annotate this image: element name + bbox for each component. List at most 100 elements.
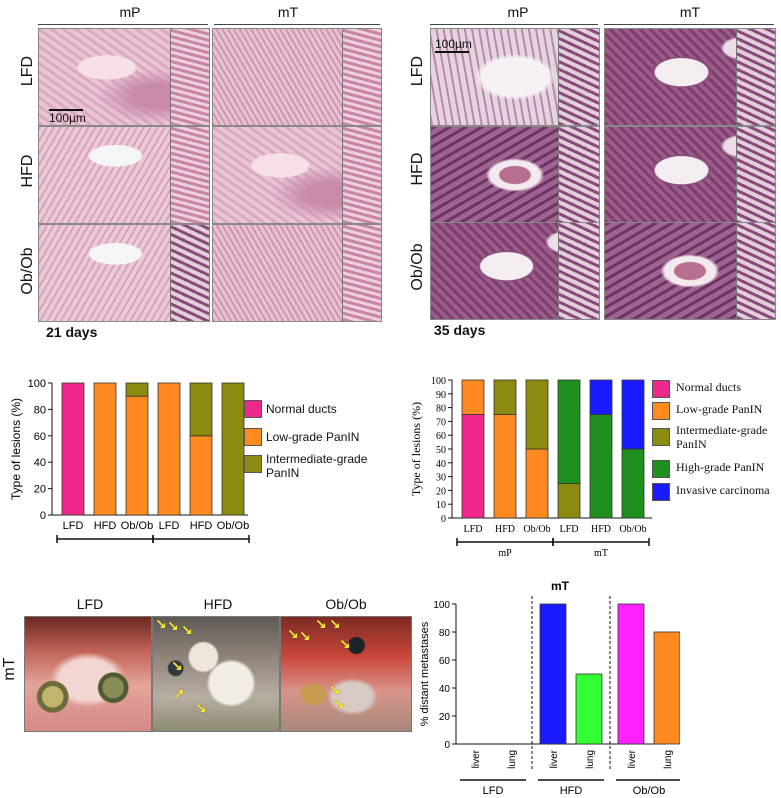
legend-label-intermediate: Intermediate-grade PanIN (266, 452, 368, 480)
bar-segment (189, 435, 213, 516)
x-tick-label: LFD (464, 524, 483, 535)
legend-label-low: Low-grade PanIN (676, 402, 763, 416)
scale-bar-label: 100µm (49, 111, 86, 125)
y-tick-label: 100 (28, 378, 46, 390)
y-tick-label: 80 (439, 628, 451, 639)
bar-segment (621, 379, 645, 450)
x-tick-label: Ob/Ob (121, 520, 153, 532)
y-axis-label: Type of lesions (%) (9, 398, 23, 500)
y-tick-label: 100 (433, 600, 450, 611)
legend-swatch-invasive (652, 483, 670, 501)
duration-label: 35 days (434, 322, 486, 338)
arrow-icon: ↘ (315, 617, 327, 633)
photo-label-hfd: HFD (203, 596, 233, 612)
x-tick-label: Ob/Ob (217, 520, 249, 532)
x-tick-label: liver (549, 749, 560, 768)
y-tick-label: 40 (436, 459, 446, 470)
y-tick-label: 60 (439, 656, 451, 667)
scale-bar-label: 100µm (435, 37, 472, 51)
metastases-chart: mT 0 20 40 60 80 100% distant metastases liver l… (420, 579, 680, 797)
y-tick-label: 100 (431, 376, 446, 387)
col-header-line (38, 24, 208, 25)
group-label: mT (193, 544, 209, 545)
y-axis-label: % distant metastases (420, 621, 431, 726)
bar-segment (621, 448, 645, 519)
legend-swatch-intermediate (652, 428, 670, 446)
col-header-mt: mT (679, 4, 701, 20)
arrow-icon: ↘ (181, 623, 193, 639)
bar-segment (125, 382, 149, 397)
y-tick-label: 0 (444, 740, 450, 751)
x-tick-label: liver (471, 749, 482, 768)
y-tick-label: 0 (40, 510, 46, 522)
micrograph-mp-hfd (38, 126, 210, 224)
group-label: mP (498, 548, 512, 559)
x-tick-label: lung (663, 750, 674, 769)
arrow-icon: ↘ (329, 617, 341, 633)
y-tick-label: 90 (436, 390, 446, 401)
micrograph-mt-lfd (604, 28, 776, 126)
bar (653, 631, 680, 745)
x-tick-label: HFD (190, 520, 213, 532)
scale-bar (49, 109, 83, 111)
micrograph-mt-obob (212, 224, 382, 322)
legend-label-intermediate: Intermediate-grade PanIN (676, 423, 768, 451)
col-header-mp: mP (119, 4, 141, 20)
group-label: HFD (560, 785, 583, 797)
group-label: Ob/Ob (633, 785, 665, 797)
bar (575, 673, 603, 745)
arrow-icon: ↘ (299, 629, 311, 645)
micrograph-mt-lfd (212, 28, 382, 126)
legend-swatch-low (244, 428, 262, 446)
scale-bar (435, 51, 469, 53)
lesion-chart-21-days: 0 20 40 60 80 100 Type of lesions (%) LFD HFD Ob/… (9, 378, 250, 545)
x-tick-label: HFD (94, 520, 117, 532)
x-tick-label: Ob/Ob (619, 524, 646, 535)
row-label-obob: Ob/Ob (19, 247, 36, 295)
y-tick-label: 60 (34, 431, 46, 443)
bar-segment (157, 382, 181, 516)
arrow-icon: ↘ (195, 701, 207, 717)
legend-label-high: High-grade PanIN (676, 460, 765, 474)
chart-title: mT (551, 579, 570, 593)
arrow-icon: ↘ (287, 627, 299, 643)
legend-swatch-normal (244, 400, 262, 418)
legend-label-invasive: Invasive carcinoma (676, 483, 770, 497)
micrograph-mp-obob (430, 222, 600, 320)
photo-obob: ↘ ↘ ↘ ↘ ↘ ↘ ↘ (280, 616, 412, 732)
y-tick-label: 20 (439, 712, 451, 723)
y-tick-label: 70 (436, 417, 446, 428)
col-header-line (214, 24, 380, 25)
bar-segment (525, 379, 549, 450)
arrow-icon: ↗ (173, 687, 185, 703)
arrow-icon: ↘ (333, 697, 345, 713)
group-label: mT (594, 548, 608, 559)
y-tick-label: 0 (441, 514, 446, 525)
lesion-chart-35-days: 0 10 20 30 40 50 60 70 80 90 100 Type of lesions (%… (412, 376, 652, 559)
bar-segment (589, 414, 613, 519)
col-header-mp: mP (507, 4, 529, 20)
bar-segment (589, 379, 613, 415)
micrograph-mt-obob (604, 222, 776, 320)
col-header-line (604, 24, 774, 25)
y-tick-label: 20 (436, 486, 446, 497)
y-tick-label: 80 (34, 404, 46, 416)
y-tick-label: 20 (34, 484, 46, 496)
photo-hfd: ↘ ↘ ↘ ↘ ↗ ↘ (152, 616, 280, 732)
x-tick-label: HFD (495, 524, 515, 535)
legend-swatch-intermediate (244, 455, 262, 473)
bar-segment (461, 414, 485, 519)
micrograph-mt-hfd (212, 126, 382, 224)
legend-label-normal: Normal ducts (676, 380, 741, 394)
y-tick-label: 50 (436, 445, 446, 456)
row-label-lfd: LFD (19, 55, 36, 87)
col-header-mt: mT (277, 4, 299, 20)
x-tick-label: lung (585, 750, 596, 769)
legend-swatch-low (652, 402, 670, 420)
micrograph-mp-obob (38, 224, 210, 322)
y-tick-label: 80 (436, 404, 446, 415)
legend-swatch-normal (652, 380, 670, 398)
bar-segment (493, 414, 517, 519)
row-label-hfd: HFD (19, 154, 36, 188)
bar-segment (93, 382, 117, 516)
